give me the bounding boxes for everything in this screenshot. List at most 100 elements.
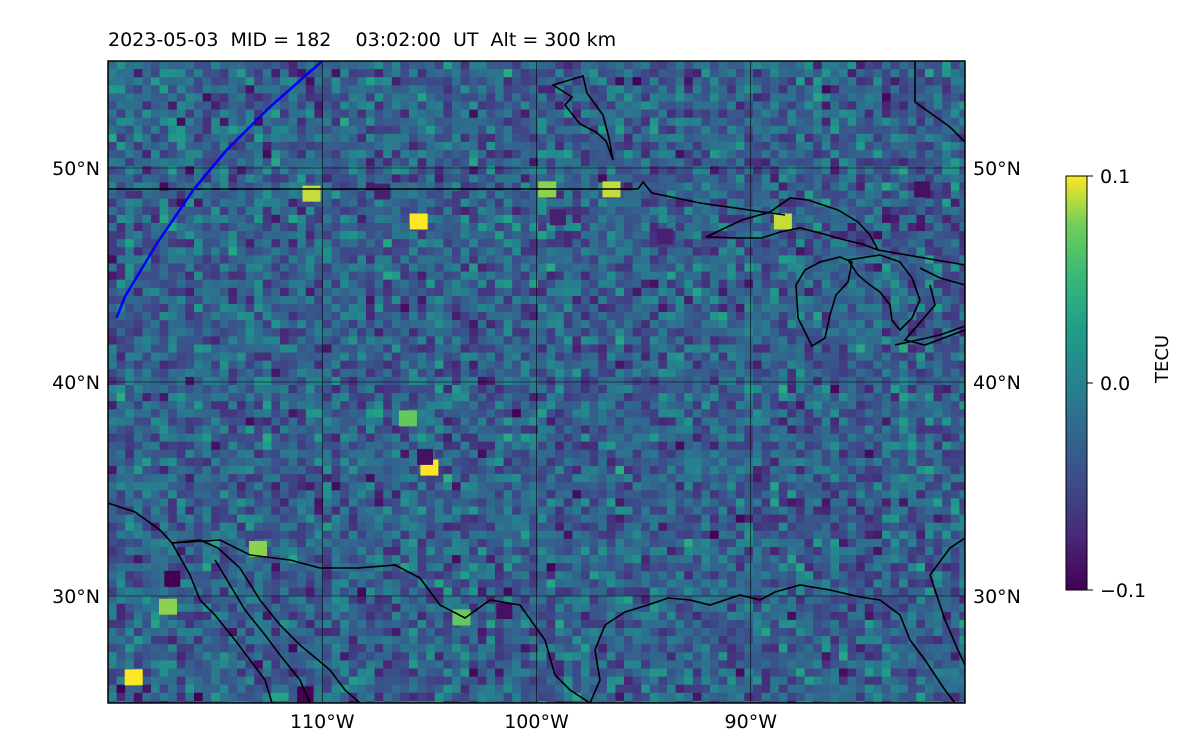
heatmap-cell [271, 255, 281, 264]
heatmap-cell [331, 344, 341, 353]
heatmap-cell [469, 255, 479, 264]
heatmap-cell [684, 109, 694, 118]
heatmap-cell [262, 198, 272, 208]
heatmap-cell [581, 214, 590, 224]
heatmap-cell [323, 393, 332, 402]
heatmap-cell [916, 368, 926, 378]
heatmap-cell [658, 352, 668, 361]
heatmap-cell [417, 247, 427, 256]
heatmap-cell [692, 360, 702, 370]
heatmap-cell [770, 69, 780, 78]
heatmap-cell [598, 425, 608, 434]
heatmap-cell [710, 279, 719, 289]
heatmap-cell [882, 174, 891, 183]
heatmap-cell [925, 336, 934, 345]
heatmap-cell [632, 142, 642, 151]
heatmap-cell [615, 360, 625, 370]
heatmap-cell [770, 393, 780, 402]
heatmap-cell [744, 182, 754, 191]
heatmap-cell [546, 158, 556, 167]
heatmap-cell [314, 231, 324, 240]
heatmap-cell [856, 433, 866, 442]
heatmap-cell [649, 214, 659, 224]
heatmap-cell [460, 158, 470, 167]
heatmap-cell [228, 190, 238, 199]
heatmap-cell [374, 360, 384, 370]
heatmap-cell [615, 69, 625, 78]
heatmap-cell [632, 77, 642, 86]
heatmap-cell [675, 69, 685, 78]
heatmap-cell [873, 239, 883, 248]
heatmap-cell [684, 174, 694, 183]
heatmap-cell [615, 304, 625, 313]
heatmap-cell [503, 166, 513, 175]
heatmap-cell [667, 255, 676, 264]
heatmap-cell [176, 77, 186, 86]
heatmap-cell [856, 393, 866, 402]
heatmap-cell [787, 417, 797, 426]
heatmap-cell [314, 433, 324, 442]
heatmap-cell [589, 312, 599, 321]
heatmap-cell [606, 304, 616, 313]
heatmap-cell [159, 352, 169, 361]
heatmap-cell [899, 101, 909, 110]
heatmap-cell [873, 174, 883, 183]
heatmap-cell [692, 85, 702, 94]
heatmap-cell [950, 206, 960, 216]
heatmap-cell [933, 433, 943, 442]
heatmap-cell [615, 320, 625, 329]
heatmap-cell [151, 85, 160, 94]
heatmap-cell [245, 393, 255, 402]
heatmap-cell [314, 368, 324, 378]
heatmap-cell [546, 409, 556, 418]
heatmap-cell [176, 117, 186, 127]
heatmap-cell [641, 336, 651, 345]
heatmap-cell [873, 93, 883, 102]
heatmap-cell [357, 206, 367, 216]
heatmap-cell [348, 449, 358, 459]
heatmap-cell [555, 198, 565, 208]
heatmap-cell [787, 409, 797, 418]
heatmap-cell [701, 190, 711, 199]
heatmap-cell [796, 247, 805, 256]
heatmap-cell [520, 231, 530, 240]
heatmap-cell [357, 174, 367, 183]
heatmap-cell [520, 190, 530, 199]
heatmap-cell [271, 409, 281, 418]
heatmap-cell [718, 279, 728, 289]
heatmap-cell [701, 449, 711, 459]
heatmap-cell [701, 166, 711, 175]
heatmap-cell [288, 360, 298, 370]
heatmap-cell [228, 150, 238, 159]
heatmap-cell [443, 69, 453, 78]
heatmap-cell [899, 287, 909, 297]
heatmap-cell [314, 239, 324, 248]
heatmap-cell [925, 247, 934, 256]
heatmap-cell [520, 142, 530, 151]
heatmap-cell [237, 101, 246, 110]
heatmap-cell [142, 69, 152, 78]
heatmap-cell [581, 279, 590, 289]
heatmap-cell [667, 393, 676, 402]
heatmap-cell [271, 360, 281, 370]
heatmap-cell [520, 61, 530, 70]
heatmap-cell [761, 441, 771, 451]
heatmap-cell [546, 69, 556, 78]
heatmap-cell [684, 142, 694, 151]
heatmap-cell [907, 223, 917, 232]
heatmap-cell [469, 425, 479, 434]
heatmap-cell [899, 360, 909, 370]
heatmap-cell [477, 376, 487, 386]
heatmap-cell [873, 393, 883, 402]
heatmap-cell [434, 401, 444, 410]
heatmap-cell [348, 312, 358, 321]
heatmap-cell [813, 247, 823, 256]
heatmap-cell [925, 409, 934, 418]
heatmap-cell [933, 279, 943, 289]
heatmap-cell [538, 214, 547, 224]
heatmap-cell [649, 206, 659, 216]
heatmap-cell [331, 125, 341, 135]
heatmap-cell [942, 77, 952, 86]
heatmap-cell [228, 279, 238, 289]
heatmap-cell [228, 360, 238, 370]
